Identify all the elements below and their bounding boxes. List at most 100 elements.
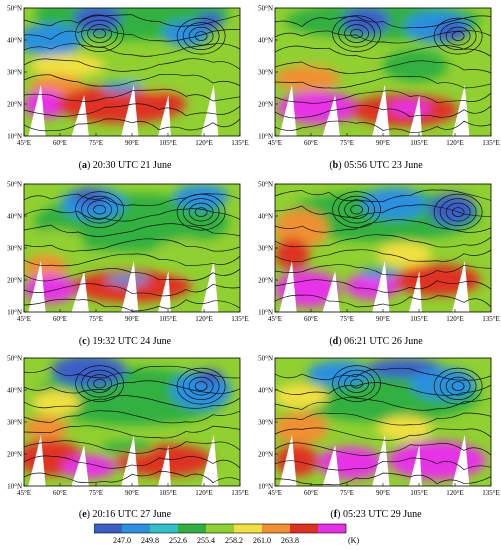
longitude-label: 120°E (195, 315, 213, 323)
longitude-label: 45°E (17, 139, 31, 147)
caption-f: (f) 05:23 UTC 29 June (330, 509, 422, 520)
latitude-label: 50°N (258, 5, 273, 13)
latitude-label: 20°N (7, 101, 22, 109)
colorbar-segment (206, 524, 234, 533)
height-contours (275, 365, 491, 486)
missing-data-wedge (121, 260, 139, 312)
missing-data-wedge (201, 434, 219, 486)
missing-data-wedge (279, 84, 297, 136)
longitude-label: 90°E (125, 139, 139, 147)
latitude-label: 20°N (7, 451, 22, 459)
latitude-label: 40°N (7, 37, 22, 45)
latitude-label: 40°N (258, 213, 273, 221)
missing-data-wedge (121, 84, 139, 136)
longitude-label: 45°E (17, 315, 31, 323)
latitude-label: 10°N (7, 483, 22, 491)
height-contours (275, 15, 491, 134)
latitude-label: 20°N (258, 451, 273, 459)
latitude-label: 10°N (258, 309, 273, 317)
height-contours (24, 191, 240, 312)
colorbar-segment (262, 524, 290, 533)
map-panel-c: 50°N 40°N 30°N 20°N 10°N 45°E 60°E 75°E 90°E 105°… (0, 176, 250, 356)
longitude-label: 60°E (304, 489, 318, 497)
longitude-label: 45°E (268, 489, 282, 497)
height-contours (275, 189, 491, 308)
caption-b: (b) 05:56 UTC 23 June (329, 160, 423, 171)
missing-data-wedge (322, 95, 340, 136)
colorbar-segment (94, 524, 122, 533)
longitude-label: 120°E (446, 139, 464, 147)
longitude-label: 60°E (304, 139, 318, 147)
latitude-label: 20°N (7, 277, 22, 285)
height-contours (24, 365, 240, 484)
missing-data-wedge (279, 260, 297, 312)
longitude-label: 90°E (376, 139, 390, 147)
longitude-label: 90°E (376, 489, 390, 497)
missing-data-wedge (157, 95, 171, 136)
latitude-label: 30°N (258, 69, 273, 77)
longitude-label: 120°E (446, 315, 464, 323)
latitude-label: 40°N (258, 37, 273, 45)
missing-data-wedge (71, 271, 89, 312)
map-panel-f: 50°N 40°N 30°N 20°N 10°N 45°E 60°E 75°E 90°E 105°… (251, 350, 501, 530)
caption-d: (d) 06:21 UTC 26 June (329, 336, 423, 347)
colorbar-segment (150, 524, 178, 533)
missing-data-wedge (71, 95, 89, 136)
longitude-label: 90°E (125, 489, 139, 497)
longitude-label: 135°E (482, 489, 500, 497)
colorbar-segment (318, 524, 346, 533)
missing-data-wedge (408, 445, 422, 486)
longitude-label: 120°E (195, 139, 213, 147)
latitude-label: 50°N (7, 5, 22, 13)
colorbar-tick-label: 258.2 (225, 536, 243, 545)
longitude-label: 90°E (125, 315, 139, 323)
missing-data-wedge (322, 445, 340, 486)
longitude-label: 120°E (446, 489, 464, 497)
longitude-label: 90°E (376, 315, 390, 323)
longitude-label: 75°E (340, 315, 354, 323)
missing-data-wedge (28, 260, 46, 312)
colorbar-tick-label: 263.8 (281, 536, 299, 545)
colorbar: 247.0 249.8 252.6 255.4 258.2 261.0 263.8 (K) (94, 523, 359, 545)
satellite-field (275, 8, 491, 136)
longitude-label: 105°E (159, 315, 177, 323)
latitude-label: 30°N (258, 245, 273, 253)
latitude-label: 40°N (7, 213, 22, 221)
colorbar-unit: (K) (348, 536, 359, 545)
satellite-field (24, 184, 240, 312)
latitude-label: 10°N (7, 309, 22, 317)
latitude-label: 50°N (7, 355, 22, 363)
height-contours (24, 14, 240, 132)
longitude-label: 45°E (17, 489, 31, 497)
longitude-label: 105°E (410, 139, 428, 147)
longitude-label: 75°E (340, 139, 354, 147)
missing-data-wedge (372, 260, 390, 312)
latitude-label: 30°N (7, 69, 22, 77)
colorbar-segment (234, 524, 262, 533)
longitude-label: 105°E (159, 489, 177, 497)
latitude-label: 40°N (258, 387, 273, 395)
map-panel-b: 50°N 40°N 30°N 20°N 10°N 45°E 60°E 75°E 90°E 105°… (251, 0, 501, 180)
longitude-label: 135°E (482, 139, 500, 147)
longitude-label: 75°E (340, 489, 354, 497)
missing-data-wedge (121, 434, 139, 486)
latitude-label: 30°N (7, 245, 22, 253)
missing-data-wedge (28, 84, 46, 136)
colorbar-tick-label: 252.6 (169, 536, 187, 545)
missing-data-wedge (279, 434, 297, 486)
missing-data-wedge (452, 434, 470, 486)
longitude-label: 135°E (231, 139, 249, 147)
latitude-label: 40°N (7, 387, 22, 395)
satellite-field (275, 358, 491, 486)
longitude-label: 105°E (159, 139, 177, 147)
longitude-label: 60°E (53, 489, 67, 497)
colorbar-segment (178, 524, 206, 533)
longitude-label: 135°E (482, 315, 500, 323)
longitude-label: 135°E (231, 489, 249, 497)
longitude-label: 105°E (410, 489, 428, 497)
latitude-label: 50°N (7, 181, 22, 189)
longitude-label: 60°E (53, 315, 67, 323)
latitude-label: 10°N (258, 133, 273, 141)
missing-data-wedge (157, 445, 171, 486)
satellite-field (24, 8, 240, 136)
